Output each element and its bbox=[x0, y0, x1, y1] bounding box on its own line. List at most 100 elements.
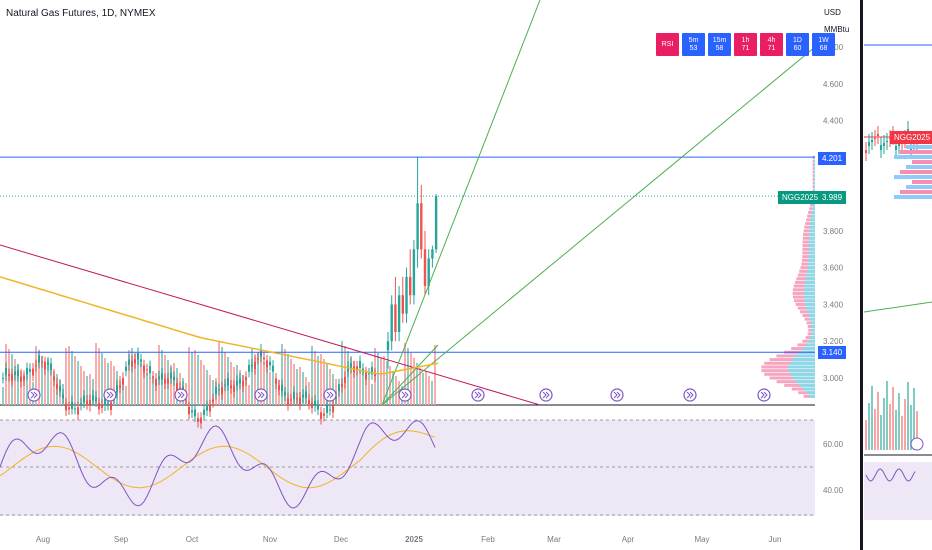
last-price-tag: 3.989 bbox=[818, 191, 847, 204]
side-volume-bar bbox=[874, 409, 876, 450]
volume-bar bbox=[191, 352, 193, 405]
volume-profile-bar-up bbox=[808, 240, 815, 244]
volume-bar bbox=[152, 376, 154, 405]
candle-body bbox=[8, 374, 10, 376]
volume-bar bbox=[275, 382, 277, 405]
event-icon bbox=[610, 388, 624, 402]
candle-body bbox=[344, 376, 346, 383]
candle-body bbox=[397, 295, 401, 333]
volume-profile-bar-up bbox=[808, 339, 815, 343]
volume-bar bbox=[254, 354, 256, 405]
candle-body bbox=[80, 403, 82, 405]
volume-bar bbox=[404, 343, 406, 405]
volume-bar bbox=[2, 387, 4, 405]
candle-body bbox=[218, 389, 220, 391]
lightning-icon bbox=[910, 437, 924, 451]
candle-body bbox=[188, 406, 190, 415]
volume-profile-bar-up bbox=[792, 358, 815, 362]
volume-profile-bar-up bbox=[806, 273, 815, 277]
volume-bar bbox=[101, 353, 103, 405]
volume-bar bbox=[251, 349, 253, 405]
candle-body bbox=[101, 404, 103, 408]
side-volume-bar bbox=[877, 392, 879, 450]
candle-body bbox=[308, 399, 310, 405]
candle-body bbox=[59, 385, 61, 392]
candle-body bbox=[317, 405, 319, 410]
candle-body bbox=[176, 383, 178, 391]
volume-bar bbox=[113, 366, 115, 405]
volume-bar bbox=[128, 350, 130, 405]
volume-bar bbox=[341, 341, 343, 405]
volume-bar bbox=[329, 369, 331, 405]
candle-body bbox=[92, 395, 94, 401]
volume-bar bbox=[368, 379, 370, 405]
candle-body bbox=[83, 395, 85, 403]
volume-bar bbox=[140, 363, 142, 405]
candle-body bbox=[350, 363, 352, 368]
rsi-badge-value: 71 bbox=[767, 44, 776, 52]
time-axis: Aug Sep Oct Nov Dec 2025 Feb Mar Apr May Jun bbox=[36, 535, 782, 544]
volume-profile-bar-up bbox=[788, 365, 815, 369]
candle-body bbox=[431, 249, 434, 259]
side-volume-bar bbox=[865, 420, 867, 450]
volume-bar bbox=[98, 348, 100, 405]
time-tick-label: Feb bbox=[481, 535, 495, 544]
event-icon bbox=[254, 388, 268, 402]
candle-body bbox=[302, 394, 304, 398]
candle-body bbox=[125, 366, 127, 371]
volume-profile-bar bbox=[764, 361, 815, 365]
volume-profile-bar-up bbox=[809, 394, 815, 398]
side-volume-bar bbox=[904, 399, 906, 450]
secondary-chart-panel[interactable]: NGG2025 bbox=[864, 0, 932, 550]
candle-body bbox=[5, 367, 7, 376]
candle-body bbox=[323, 413, 325, 416]
candle-body bbox=[215, 386, 217, 395]
side-volume-bar bbox=[910, 405, 912, 450]
volume-bar bbox=[302, 372, 304, 405]
candle-body bbox=[365, 372, 367, 380]
event-icon bbox=[323, 388, 337, 402]
volume-bar bbox=[23, 374, 25, 405]
candle-body bbox=[390, 304, 393, 342]
volume-profile-bar-up bbox=[809, 229, 815, 233]
volume-profile-bar-up bbox=[808, 258, 815, 262]
candle-body bbox=[197, 418, 199, 422]
side-rsi-line bbox=[865, 468, 916, 482]
side-candle-body bbox=[898, 144, 900, 146]
volume-profile-bar-up bbox=[807, 269, 815, 273]
fan-line-steep bbox=[381, 0, 541, 406]
candle-body bbox=[423, 249, 427, 287]
volume-bar bbox=[284, 349, 286, 405]
candle-body bbox=[158, 376, 160, 380]
volume-profile-bar-up bbox=[807, 310, 815, 314]
volume-profile-bar-up bbox=[809, 233, 815, 237]
volume-bar bbox=[206, 370, 208, 405]
time-tick-label: Apr bbox=[622, 535, 635, 544]
volume-profile-bar-up bbox=[808, 313, 815, 317]
volume-bar bbox=[422, 373, 424, 405]
volume-profile-bar-up bbox=[810, 222, 815, 226]
forward-icon bbox=[326, 391, 334, 399]
volume-profile-bar-up bbox=[789, 372, 815, 376]
volume-bar bbox=[188, 347, 190, 405]
candle-body bbox=[32, 368, 34, 376]
candle-body bbox=[275, 378, 277, 384]
candle-body bbox=[347, 366, 349, 372]
fan-line-shallow bbox=[381, 46, 816, 406]
volume-bar bbox=[347, 351, 349, 405]
volume-bar bbox=[170, 365, 172, 405]
forward-icon bbox=[474, 391, 482, 399]
pane-divider[interactable] bbox=[860, 0, 863, 550]
volume-profile-bar-up bbox=[806, 306, 815, 310]
volume-bar bbox=[311, 346, 313, 405]
volume-bar bbox=[323, 359, 325, 405]
forward-icon bbox=[30, 391, 38, 399]
volume-bar bbox=[68, 346, 70, 405]
candle-body bbox=[269, 361, 271, 366]
time-tick-label: Oct bbox=[186, 535, 199, 544]
candle-body bbox=[20, 376, 22, 382]
volume-bar bbox=[362, 369, 364, 405]
volume-bar bbox=[218, 342, 220, 405]
volume-profile-bar-up bbox=[813, 174, 815, 178]
